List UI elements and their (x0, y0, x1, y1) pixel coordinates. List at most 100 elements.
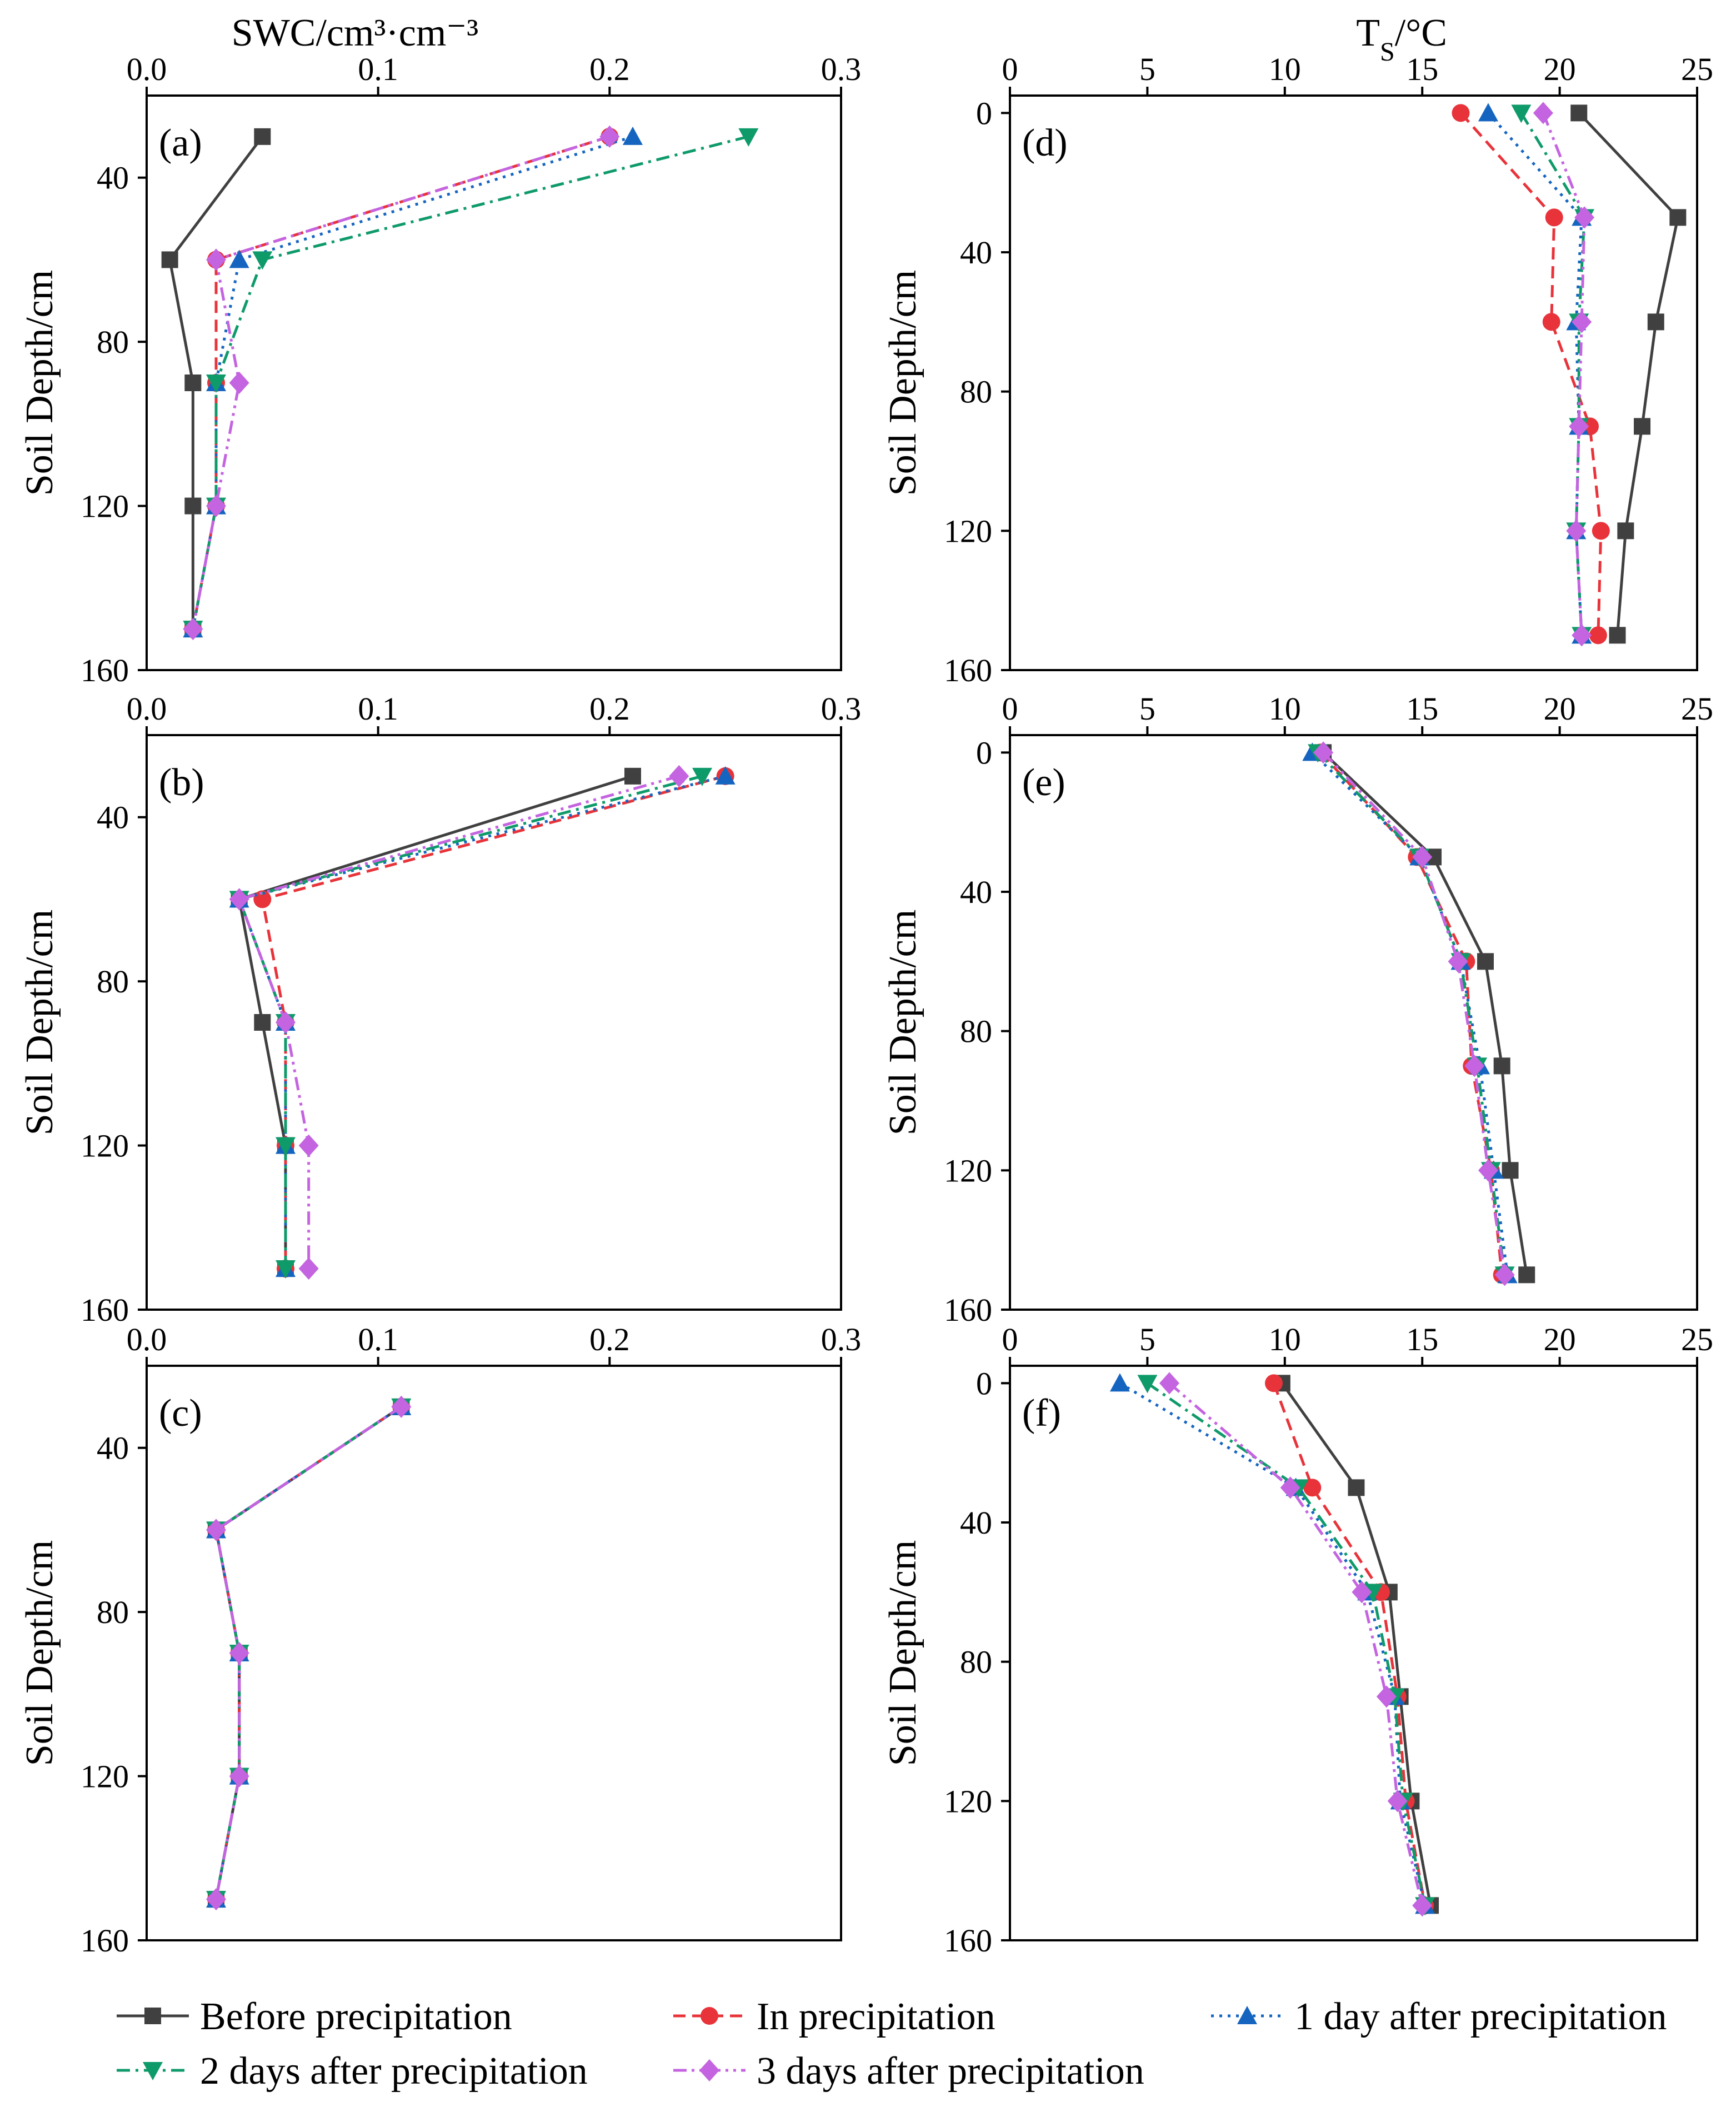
series-5 (229, 765, 689, 1280)
y-axis-title: Soil Depth/cm (18, 270, 61, 496)
data-point (1159, 1372, 1179, 1395)
y-axis-title: Soil Depth/cm (18, 910, 61, 1135)
panel-label: (e) (1022, 761, 1065, 804)
y-tick-label: 120 (944, 513, 992, 549)
chart-panel-d: 0 5 10 15 20 25 0 40 80 120 160 Soil Depth/cm TS/°C (… (882, 12, 1713, 688)
y-tick-label: 160 (81, 652, 129, 688)
data-point (1448, 950, 1468, 973)
y-tick-label: 80 (960, 1644, 992, 1680)
series-line (237, 775, 703, 1269)
data-point (1280, 1476, 1300, 1499)
data-point (1412, 1894, 1433, 1917)
data-point (1477, 953, 1494, 970)
y-tick-label: 120 (81, 488, 129, 525)
data-point (229, 1765, 249, 1788)
x-tick-label: 15 (1406, 691, 1438, 727)
x-tick-label: 0.0 (127, 691, 167, 727)
plot-frame (146, 94, 842, 671)
y-tick-label: 0 (976, 1365, 992, 1401)
data-point (1592, 522, 1610, 540)
y-tick-label: 80 (960, 374, 992, 410)
data-point (1574, 206, 1595, 229)
data-point (1303, 1479, 1322, 1497)
legend-entry: Before precipitation (117, 1995, 512, 2038)
x-tick-label: 15 (1406, 1321, 1438, 1357)
legend-label: Before precipitation (200, 1995, 512, 2038)
data-point (253, 890, 272, 908)
data-point (1545, 208, 1563, 227)
series-1 (1273, 1375, 1439, 1914)
x-tick-label: 0.2 (589, 51, 630, 87)
legend-entry: 1 day after precipitation (1211, 1995, 1667, 2038)
data-point (276, 1137, 296, 1156)
legend-marker (143, 2062, 163, 2080)
y-tick-label: 40 (97, 160, 129, 196)
data-point (1533, 102, 1553, 124)
data-point (1669, 209, 1687, 226)
series-4 (229, 767, 712, 1279)
data-point (1493, 1057, 1510, 1075)
data-point (624, 767, 641, 785)
data-point (692, 767, 712, 786)
data-point (1542, 313, 1560, 331)
y-tick-label: 80 (960, 1013, 992, 1050)
x-tick-label: 5 (1139, 1321, 1155, 1357)
data-point (252, 251, 273, 270)
series-line (1459, 112, 1603, 636)
y-tick-label: 120 (944, 1783, 992, 1819)
y-tick-label: 160 (944, 1292, 992, 1328)
series-line (1322, 751, 1528, 1275)
x-tick-label: 5 (1139, 691, 1155, 727)
data-point (1137, 1375, 1158, 1394)
data-point (229, 249, 249, 268)
series-line (1317, 751, 1507, 1275)
plot-frame (146, 1365, 842, 1941)
series-2 (1452, 104, 1610, 645)
data-point (715, 766, 736, 785)
data-point (1589, 626, 1607, 645)
series-line (237, 775, 680, 1269)
data-point (1634, 418, 1651, 435)
series-5 (1313, 741, 1515, 1286)
series-3 (183, 126, 643, 638)
data-point (229, 1642, 249, 1664)
data-point (254, 128, 271, 145)
y-tick-label: 0 (976, 735, 992, 771)
legend-marker (144, 2008, 161, 2024)
x-tick-label: 10 (1269, 691, 1301, 727)
x-tick-label: 0 (1002, 1321, 1018, 1357)
data-point (1478, 1159, 1498, 1182)
y-tick-label: 40 (960, 1505, 992, 1541)
legend-marker (701, 2007, 718, 2025)
series-line (1520, 112, 1586, 636)
series-line (1487, 112, 1583, 636)
legend-entry: In precipitation (673, 1995, 995, 2038)
x-tick-label: 0 (1002, 691, 1018, 727)
chart-panel-c: 0.0 0.1 0.2 0.3 40 80 120 160 Soil Depth/cm (c) (18, 1321, 861, 1959)
data-point (206, 375, 226, 393)
series-line (1280, 1382, 1432, 1906)
x-tick-label: 20 (1544, 1321, 1576, 1357)
data-point (1376, 1685, 1397, 1708)
data-point (254, 1014, 271, 1031)
x-tick-label: 15 (1406, 51, 1438, 87)
x-tick-label: 0.3 (821, 1321, 862, 1357)
data-point (1313, 741, 1334, 764)
panel-label: (c) (159, 1392, 202, 1435)
series-line (1578, 112, 1680, 636)
x-tick-label: 25 (1681, 1321, 1713, 1357)
legend: Before precipitation In precipitation 1 da… (117, 1995, 1667, 2093)
y-tick-label: 40 (97, 1430, 129, 1466)
y-tick-label: 80 (97, 324, 129, 360)
x-axis-title: TS/°C (1356, 12, 1447, 67)
legend-marker (1237, 2006, 1257, 2024)
series-1 (1570, 104, 1687, 644)
y-tick-label: 160 (81, 1923, 129, 1959)
series-3 (1302, 742, 1518, 1284)
series-5 (1533, 102, 1595, 647)
series-line (191, 135, 611, 630)
x-tick-label: 5 (1139, 51, 1155, 87)
data-point (1570, 104, 1588, 122)
x-tick-label: 0.1 (358, 691, 398, 727)
